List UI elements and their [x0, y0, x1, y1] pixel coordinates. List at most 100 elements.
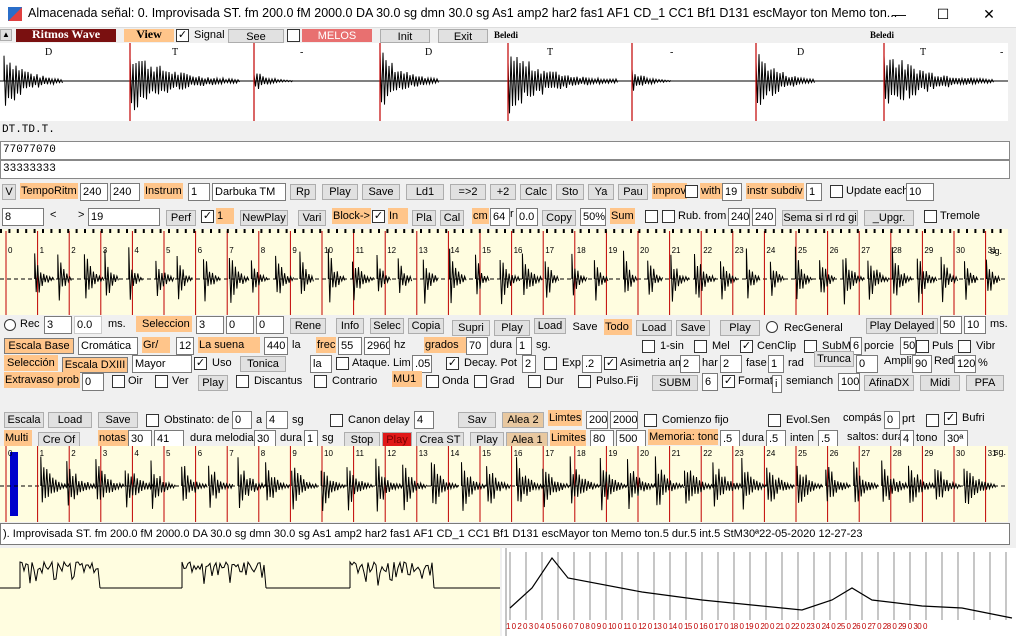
- ritmos-wave-button[interactable]: Ritmos Wave: [16, 29, 116, 42]
- canon-input[interactable]: 4: [414, 411, 434, 429]
- inten-input[interactable]: .5: [818, 430, 838, 448]
- frec-input-2[interactable]: 2960: [364, 337, 390, 355]
- porcie-input[interactable]: 50: [900, 337, 916, 355]
- update-each-input[interactable]: 10: [906, 183, 934, 201]
- exit-button[interactable]: Exit: [438, 29, 488, 43]
- maximize-button[interactable]: ☐: [936, 6, 950, 22]
- tempo-input-1[interactable]: 240: [80, 183, 108, 201]
- limites-input-2[interactable]: 500: [616, 430, 646, 448]
- play8-button[interactable]: Play: [470, 432, 504, 448]
- grad-checkbox[interactable]: [474, 375, 487, 388]
- ataque-checkbox[interactable]: [336, 357, 349, 370]
- newplay-button[interactable]: NewPlay: [240, 210, 288, 226]
- upgr-button[interactable]: _Upgr.: [864, 210, 914, 226]
- supri-button[interactable]: Supri: [452, 320, 490, 336]
- fase-input[interactable]: 1: [768, 355, 784, 373]
- melody-waveform[interactable]: 0 1 2 3 4 5 6 7 8 9 10 11 12 13 14 15 16 17 18 19 20 21 22 23 24…: [0, 446, 1008, 522]
- instrum-name-input[interactable]: Darbuka TM: [212, 183, 286, 201]
- frec-input-1[interactable]: 55: [338, 337, 362, 355]
- ataque-input[interactable]: .05: [412, 355, 432, 373]
- cenclip-checkbox[interactable]: ✓: [740, 340, 753, 353]
- rhythm-pattern-row[interactable]: DT.TD.T.: [0, 122, 1010, 141]
- limtes-input-1[interactable]: 200: [586, 411, 608, 429]
- sum-checkbox[interactable]: [645, 210, 658, 223]
- rec-radio[interactable]: [4, 319, 16, 331]
- melos-button[interactable]: MELOS: [302, 29, 372, 42]
- har-input[interactable]: 2: [720, 355, 742, 373]
- tonica-button[interactable]: Tonica: [240, 356, 286, 372]
- oir-checkbox[interactable]: [112, 375, 125, 388]
- format-checkbox[interactable]: ✓: [722, 375, 735, 388]
- onda-checkbox[interactable]: [426, 375, 439, 388]
- view-button[interactable]: View: [124, 29, 174, 42]
- asimetria-input[interactable]: 2: [680, 355, 700, 373]
- with-input[interactable]: 19: [722, 183, 742, 201]
- pct-input[interactable]: 50%: [580, 208, 606, 226]
- save-button-4[interactable]: Save: [676, 320, 710, 336]
- decay-checkbox[interactable]: ✓: [446, 357, 459, 370]
- improv-checkbox[interactable]: [685, 185, 698, 198]
- escala-button[interactable]: Escala: [4, 412, 44, 428]
- save-button-1[interactable]: Save: [362, 184, 400, 200]
- notas-input-1[interactable]: 30: [128, 430, 152, 448]
- dura-input[interactable]: 1: [516, 337, 532, 355]
- ver-checkbox[interactable]: [155, 375, 168, 388]
- vibr-checkbox[interactable]: [958, 340, 971, 353]
- cromatica-input[interactable]: Cromática: [78, 337, 138, 355]
- bufri-checkbox[interactable]: ✓: [944, 412, 957, 425]
- rene-button[interactable]: Rene: [290, 318, 326, 334]
- play-button-6[interactable]: Play: [198, 375, 228, 391]
- prt-checkbox[interactable]: [926, 414, 939, 427]
- mel-checkbox[interactable]: [694, 340, 707, 353]
- copia-button[interactable]: Copia: [408, 318, 444, 334]
- ampli-input[interactable]: 90: [912, 355, 932, 373]
- afinadx-button[interactable]: AfinaDX: [864, 375, 914, 391]
- decay-input[interactable]: 2: [522, 355, 536, 373]
- scroll-up-button[interactable]: ▲: [0, 29, 12, 41]
- obstinato-input[interactable]: 0: [232, 411, 252, 429]
- subm-button[interactable]: SUBM: [652, 375, 698, 391]
- trunca-button[interactable]: Trunca: [814, 351, 854, 367]
- extravaso-input[interactable]: 0: [82, 373, 104, 391]
- play-button-1[interactable]: Play: [322, 184, 358, 200]
- dura8b-input[interactable]: .5: [766, 430, 786, 448]
- save-button-3[interactable]: Save: [572, 321, 598, 333]
- copy-button[interactable]: Copy: [542, 210, 576, 226]
- gr-input[interactable]: 12: [176, 337, 194, 355]
- subdiv-input[interactable]: 1: [806, 183, 822, 201]
- discantus-checkbox[interactable]: [236, 375, 249, 388]
- plus2-button[interactable]: +2: [490, 184, 516, 200]
- semianch-input[interactable]: 100: [838, 373, 860, 391]
- init-button[interactable]: Init: [380, 29, 430, 43]
- load-button-3[interactable]: Load: [534, 318, 566, 334]
- midi-button[interactable]: Midi: [920, 375, 960, 391]
- rhythm-waveform[interactable]: D T - D T - D T -: [0, 43, 1008, 121]
- mayor-input[interactable]: Mayor: [132, 355, 192, 373]
- pla-button[interactable]: Pla: [412, 210, 436, 226]
- perf-checkbox[interactable]: ✓: [201, 210, 214, 223]
- dur-checkbox[interactable]: [528, 375, 541, 388]
- alea2-button[interactable]: Alea 2: [502, 412, 544, 428]
- escala-load-button[interactable]: Load: [48, 412, 92, 428]
- pau-button[interactable]: Pau: [618, 184, 648, 200]
- n8-input[interactable]: 8: [2, 208, 44, 226]
- exp-checkbox[interactable]: [544, 357, 557, 370]
- close-button[interactable]: ✕: [983, 6, 995, 22]
- ld1-button[interactable]: Ld1: [406, 184, 444, 200]
- trunca-input[interactable]: 0: [856, 355, 878, 373]
- signal-checkbox[interactable]: ✓: [176, 29, 189, 42]
- update-each-checkbox[interactable]: [830, 185, 843, 198]
- escala-dxiii-button[interactable]: Escala DXIII: [62, 357, 128, 373]
- canon-checkbox[interactable]: [330, 414, 343, 427]
- red-input[interactable]: 120: [954, 355, 976, 373]
- seleccion-input-2[interactable]: 0: [226, 316, 254, 334]
- a-input[interactable]: 4: [266, 411, 288, 429]
- obstinato-checkbox[interactable]: [146, 414, 159, 427]
- stop-button[interactable]: Stop: [344, 432, 380, 448]
- rec-ms-input[interactable]: 0.0: [74, 316, 102, 334]
- minimize-button[interactable]: —: [892, 6, 906, 22]
- load-button-4[interactable]: Load: [636, 320, 672, 336]
- sto-button[interactable]: Sto: [556, 184, 584, 200]
- vari-button[interactable]: Vari: [298, 210, 326, 226]
- dura8-input[interactable]: 1: [304, 430, 318, 448]
